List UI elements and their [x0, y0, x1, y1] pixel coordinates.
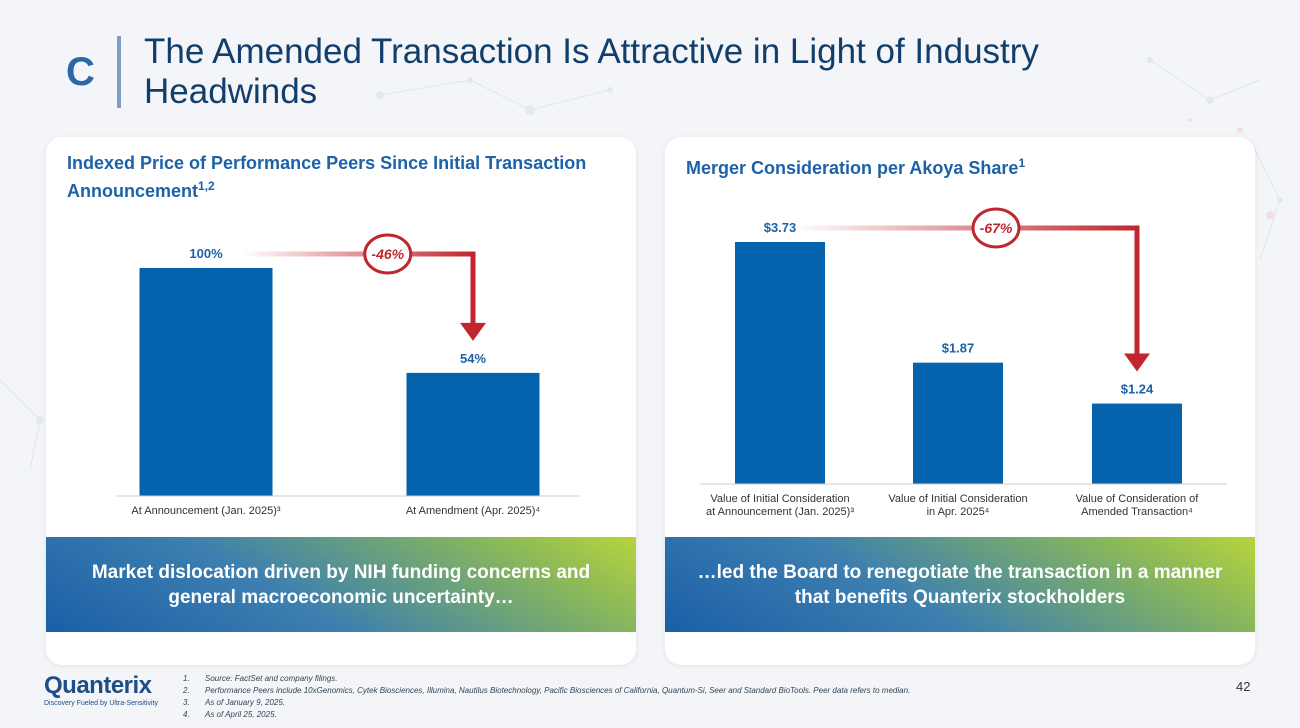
section-letter: C [66, 50, 95, 94]
footnote-item: 4. As of April 25, 2025. [183, 709, 1183, 721]
logo-name: Quanterix [44, 672, 152, 699]
footnote-item: 2. Performance Peers include 10xGenomics,… [183, 685, 1183, 697]
logo-tagline: Discovery Fueled by Ultra-Sensitivity [44, 700, 158, 707]
left-panel-title: Indexed Price of Performance Peers Since… [67, 152, 627, 203]
left-banner-text: Market dislocation driven by NIH funding… [91, 561, 591, 608]
quanterix-logo: Quanterix Discovery Fueled by Ultra-Sens… [44, 672, 158, 707]
footnote-text: As of April 25, 2025. [205, 710, 277, 719]
annotation-arrow-line [795, 225, 1137, 231]
footnote-number: 3. [183, 698, 190, 707]
annotation-arrow-head [1124, 353, 1150, 372]
right-panel-title: Merger Consideration per Akoya Share1 [686, 152, 1246, 180]
footnote-text: Performance Peers include 10xGenomics, C… [205, 686, 911, 695]
peers-price-chart: 100% At Announcement (Jan. 2025)³ 54% At Am… [116, 233, 580, 517]
annotation-arrow-stem [1134, 225, 1140, 358]
footnote-number: 1. [183, 674, 190, 683]
footnote-number: 2. [183, 686, 190, 695]
footnotes: 1. Source: FactSet and company filings. 2… [183, 673, 1183, 721]
right-panel-title-footnote: 1 [1018, 156, 1026, 170]
footnote-text: As of January 9, 2025. [205, 698, 286, 707]
chart-tick-label: Amended Transaction⁴ [1081, 506, 1193, 518]
annotation-badge [363, 233, 413, 275]
chart-tick-label: At Amendment (Apr. 2025)⁴ [406, 505, 541, 517]
chart-tick-label: At Announcement (Jan. 2025)³ [131, 505, 281, 517]
chart-bar [735, 242, 825, 484]
annotation-label: -46% [371, 246, 404, 262]
right-banner: …led the Board to renegotiate the transa… [665, 537, 1255, 632]
chart-data-label: $1.24 [1121, 382, 1154, 397]
chart-bar [913, 362, 1003, 484]
annotation-label: -67% [980, 220, 1013, 236]
left-panel-title-footnote: 1,2 [198, 179, 215, 193]
chart-bar [139, 268, 273, 496]
footnote-item: 3. As of January 9, 2025. [183, 697, 1183, 709]
chart-bar [406, 372, 540, 496]
right-banner-text: …led the Board to renegotiate the transa… [697, 561, 1223, 608]
chart-data-label: $3.73 [764, 220, 797, 235]
footnote-item: 1. Source: FactSet and company filings. [183, 673, 1183, 685]
chart-tick-label: at Announcement (Jan. 2025)³ [706, 506, 854, 518]
chart-data-label: 100% [189, 246, 223, 261]
chart-tick-label: Value of Initial Consideration [710, 493, 849, 505]
right-panel: Merger Consideration per Akoya Share1 $3… [665, 137, 1255, 665]
left-panel-title-text: Indexed Price of Performance Peers Since… [67, 153, 587, 201]
left-banner: Market dislocation driven by NIH funding… [46, 537, 636, 632]
chart-bar [1092, 403, 1182, 484]
annotation-arrow-stem [470, 251, 476, 327]
annotation-arrow-head [460, 322, 486, 341]
slide-title: The Amended Transaction Is Attractive in… [144, 32, 1039, 111]
chart-tick-label: Value of Consideration of [1076, 493, 1200, 505]
chart-tick-label: in Apr. 2025⁴ [927, 506, 990, 518]
chart-data-label: $1.87 [942, 341, 975, 356]
left-panel: Indexed Price of Performance Peers Since… [46, 137, 636, 665]
annotation-badge [971, 207, 1021, 249]
annotation-arrow-line [242, 251, 473, 257]
right-panel-title-text: Merger Consideration per Akoya Share [686, 158, 1019, 178]
page-number: 42 [1236, 679, 1251, 694]
footnote-text: Source: FactSet and company filings. [205, 674, 338, 683]
footnote-number: 4. [183, 710, 190, 719]
chart-data-label: 54% [460, 351, 486, 366]
title-divider [117, 36, 121, 108]
chart-tick-label: Value of Initial Consideration [888, 493, 1027, 505]
